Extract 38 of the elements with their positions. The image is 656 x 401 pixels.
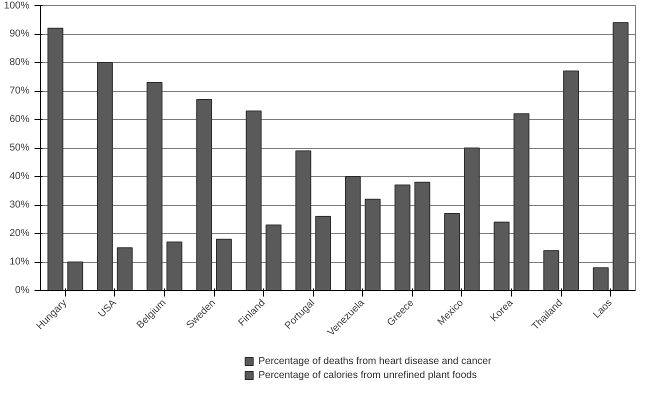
bar [216,238,232,290]
y-tick-label: 90% [9,28,30,40]
y-tick-label: 30% [9,200,30,210]
bar [464,148,480,290]
bar [295,150,312,290]
x-tick-label: USA [96,297,119,320]
bar [563,70,579,290]
bar [47,28,64,290]
bar [67,262,84,290]
bar [414,182,430,290]
bar [266,224,282,290]
y-tick-label: 0% [15,285,30,296]
legend-label: Percentage of calories from unrefined plant foods [258,370,477,381]
bar [315,216,332,290]
y-tick-label: 100% [4,0,30,12]
bar [394,184,410,290]
bar [364,198,381,290]
bar [543,250,560,290]
legend-label: Percentage of deaths from heart disease and cancer [258,356,492,367]
bar [612,22,629,290]
bar [97,62,113,290]
y-tick-label: 50% [9,142,30,154]
y-tick-label: 70% [9,86,30,96]
y-tick-label: 60% [9,114,30,125]
bar [592,267,609,290]
bar [246,110,262,290]
y-tick-label: 80% [9,57,30,68]
bar [344,176,361,290]
bar [494,222,510,290]
y-tick-label: 20% [9,228,30,239]
bar [166,242,182,290]
y-tick-label: 10% [9,256,30,268]
bar [146,82,162,290]
bar [116,247,133,290]
y-tick-label: 40% [9,171,30,182]
bar [514,113,530,290]
bar [196,99,212,290]
bar [444,213,460,290]
